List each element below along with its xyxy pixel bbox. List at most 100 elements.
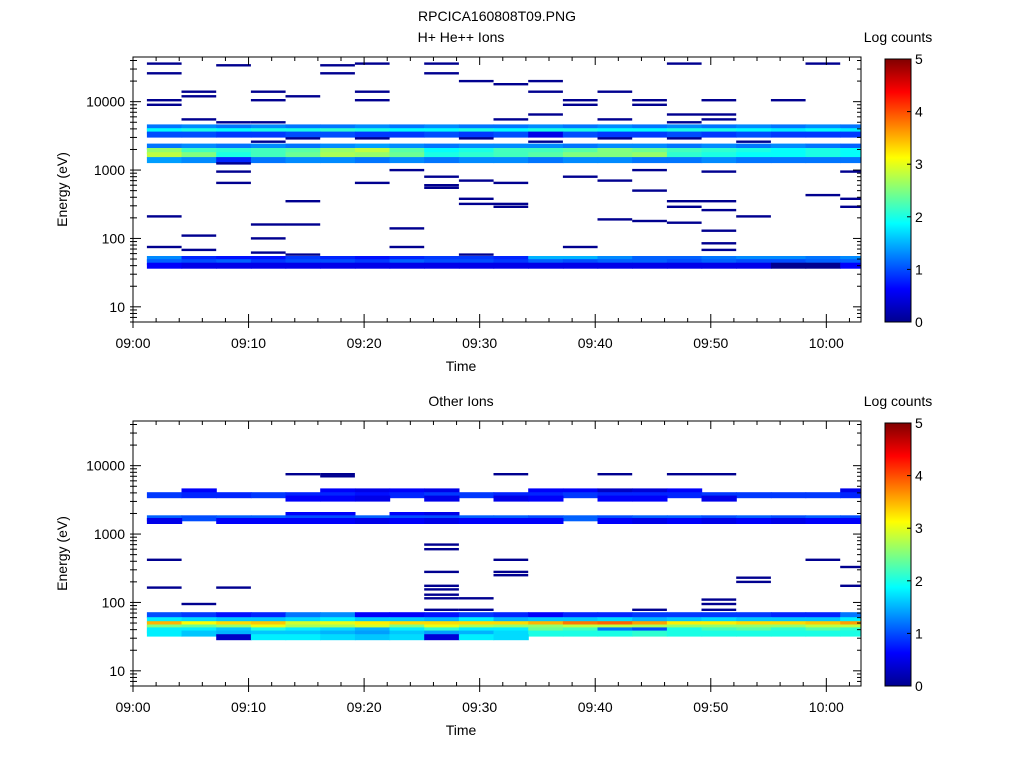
x-tick-label: 09:50 (693, 699, 728, 715)
heatmap-cell (250, 634, 287, 641)
heatmap-sparse-mark (493, 205, 529, 208)
heatmap-cell (528, 518, 564, 524)
heatmap-cell (354, 131, 391, 138)
heatmap-cell (701, 621, 737, 628)
heatmap-sparse-mark (840, 205, 861, 208)
heatmap-sparse-mark (424, 543, 459, 546)
heatmap-cell (493, 157, 529, 164)
heatmap-cell (562, 621, 599, 628)
heatmap-cell (770, 152, 807, 159)
heatmap-cell (216, 630, 252, 637)
heatmap-cell (354, 124, 391, 131)
heatmap-cell (216, 124, 252, 131)
heatmap-cell (354, 617, 391, 624)
heatmap-cell (528, 143, 564, 150)
heatmap-cell (770, 518, 807, 524)
heatmap-cell (216, 617, 252, 624)
heatmap-cell (181, 131, 217, 138)
heatmap-cell (181, 256, 217, 262)
heatmap-cell (389, 634, 425, 641)
heatmap-cell (632, 488, 668, 495)
heatmap-cell (562, 152, 599, 159)
heatmap-cell (354, 256, 391, 262)
x-tick-label: 09:00 (115, 335, 150, 351)
y-tick-label: 1000 (94, 162, 125, 178)
heatmap-cell (424, 259, 460, 266)
heatmap-cell (597, 124, 633, 131)
heatmap-cell (216, 621, 252, 628)
heatmap-cell (285, 612, 321, 619)
heatmap-sparse-mark (181, 118, 217, 121)
heatmap-cell (389, 259, 425, 266)
heatmap-cell (701, 131, 737, 138)
heatmap-cell (320, 617, 356, 624)
heatmap-cell (562, 256, 599, 262)
heatmap-sparse-mark (597, 179, 633, 182)
figure-title: RPCICA160808T09.PNG (418, 8, 576, 24)
heatmap-cell (805, 152, 841, 159)
x-tick-label: 09:20 (347, 335, 382, 351)
heatmap-cell (840, 518, 861, 524)
heatmap-cell (736, 131, 772, 138)
heatmap-cell (424, 262, 460, 269)
heatmap-cell (389, 617, 425, 624)
heatmap-cell (250, 157, 287, 164)
y-axis-label: Energy (eV) (54, 152, 70, 227)
heatmap-cell (666, 131, 703, 138)
heatmap-sparse-mark (424, 588, 459, 591)
heatmap-sparse-mark (424, 184, 459, 187)
heatmap-cell (736, 157, 772, 164)
heatmap-cell (424, 627, 460, 634)
heatmap-cell (250, 256, 287, 262)
heatmap-sparse-mark (458, 253, 494, 256)
heatmap-cell (216, 128, 252, 135)
heatmap-cell (250, 131, 287, 138)
x-tick-label: 09:40 (578, 335, 613, 351)
y-tick-label: 100 (102, 594, 126, 610)
heatmap-cell (805, 259, 841, 266)
heatmap-cell (597, 630, 633, 637)
heatmap-sparse-mark (216, 181, 251, 185)
heatmap-sparse-mark (666, 113, 702, 116)
heatmap-cell (181, 515, 217, 522)
y-tick-label: 1000 (94, 526, 125, 542)
heatmap-sparse-mark (632, 99, 667, 102)
heatmap-cell (389, 157, 425, 164)
heatmap-sparse-mark (597, 473, 633, 476)
heatmap-cell (320, 627, 356, 634)
heatmap-cell (562, 131, 599, 138)
heatmap-cell (458, 128, 495, 135)
heatmap-cell (736, 262, 772, 269)
heatmap-cell (146, 617, 183, 624)
heatmap-cell (389, 492, 425, 499)
heatmap-cell (458, 152, 495, 159)
heatmap-cell (216, 262, 252, 269)
colorbar (884, 58, 912, 323)
heatmap-cell (389, 131, 425, 138)
heatmap-cell (528, 131, 564, 138)
heatmap-cell (250, 630, 287, 637)
heatmap-cell (632, 259, 668, 266)
x-tick-label: 09:20 (347, 699, 382, 715)
heatmap-cell (493, 634, 529, 641)
heatmap-sparse-mark (493, 181, 529, 185)
heatmap-sparse-mark (458, 79, 494, 83)
heatmap-sparse-mark (250, 140, 286, 143)
heatmap-cell (597, 488, 633, 495)
heatmap-cell (840, 148, 861, 154)
heatmap-cell (597, 612, 633, 619)
heatmap-cell (320, 612, 356, 619)
heatmap-cell (666, 128, 703, 135)
heatmap-cell (805, 627, 841, 634)
heatmap-cell (597, 259, 633, 266)
heatmap-cell (701, 617, 737, 624)
heatmap-cell (181, 492, 217, 499)
heatmap-cell (632, 157, 668, 164)
heatmap-cell (840, 630, 861, 637)
heatmap-cell (389, 627, 425, 634)
heatmap-sparse-mark (181, 95, 217, 98)
heatmap-cell (250, 143, 287, 150)
heatmap-cell (736, 612, 772, 619)
heatmap-cell (285, 124, 321, 131)
